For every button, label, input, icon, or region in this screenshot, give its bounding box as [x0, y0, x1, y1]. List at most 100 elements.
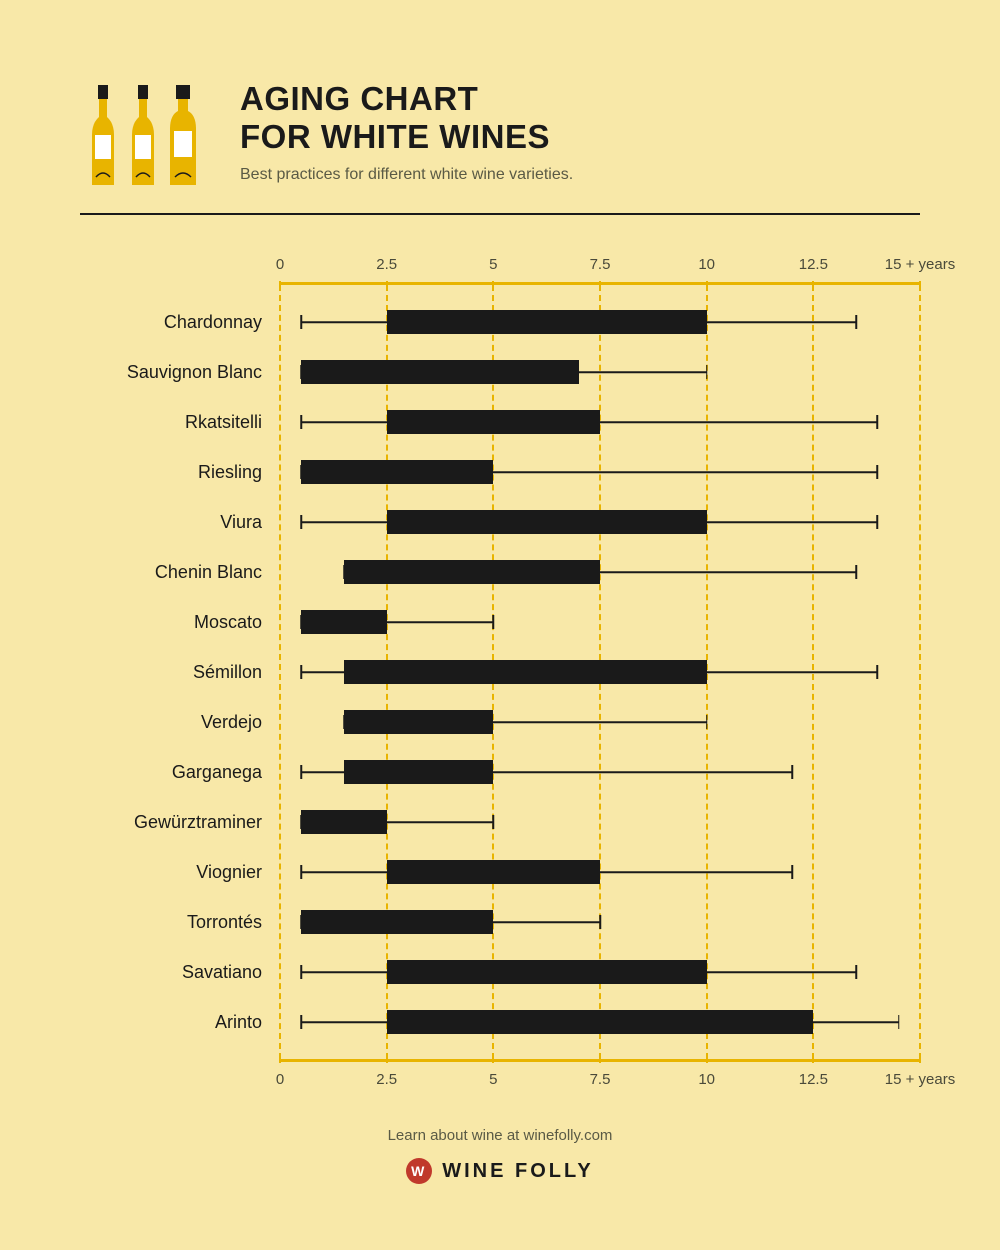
- axis-tick-label: 15 + years: [885, 1071, 955, 1088]
- axis-tick-label: 2.5: [376, 1071, 397, 1088]
- wine-label: Gewürztraminer: [80, 797, 280, 847]
- wine-label: Sémillon: [80, 647, 280, 697]
- title-block: AGING CHART FOR WHITE WINES Best practic…: [240, 80, 920, 184]
- axis-tick-label: 7.5: [590, 256, 611, 273]
- whisker-cap: [855, 565, 857, 579]
- footer: Learn about wine at winefolly.com W WINE…: [80, 1127, 920, 1184]
- whisker-cap: [877, 665, 879, 679]
- wine-row: [280, 347, 920, 397]
- header: AGING CHART FOR WHITE WINES Best practic…: [80, 80, 920, 195]
- chart-rows: [280, 285, 920, 1059]
- axis-tick-label: 10: [698, 1071, 715, 1088]
- wine-label: Rkatsitelli: [80, 397, 280, 447]
- aging-bar: [344, 560, 600, 584]
- aging-bar: [344, 710, 493, 734]
- aging-bar: [387, 960, 707, 984]
- page-title: AGING CHART FOR WHITE WINES: [240, 80, 920, 156]
- aging-bar: [301, 910, 493, 934]
- whisker-cap: [493, 615, 495, 629]
- axis-tick-label: 10: [698, 256, 715, 273]
- aging-bar: [387, 860, 600, 884]
- aging-bar: [301, 460, 493, 484]
- whisker-cap: [301, 515, 303, 529]
- wine-label: Torrontés: [80, 897, 280, 947]
- whisker-cap: [493, 815, 495, 829]
- whisker-cap: [791, 765, 793, 779]
- wine-bottles-icon: [80, 80, 210, 195]
- aging-bar: [301, 810, 386, 834]
- aging-bar: [387, 510, 707, 534]
- axis-tick-mark: [919, 1055, 921, 1063]
- wine-row: [280, 497, 920, 547]
- whisker-cap: [301, 415, 303, 429]
- aging-bar: [387, 310, 707, 334]
- whisker-cap: [706, 715, 708, 729]
- brand: W WINE FOLLY: [406, 1158, 593, 1184]
- page-root: AGING CHART FOR WHITE WINES Best practic…: [0, 0, 1000, 1250]
- axis-tick-label: 7.5: [590, 1071, 611, 1088]
- wine-row: [280, 797, 920, 847]
- axis-tick-label: 5: [489, 256, 497, 273]
- axis-tick-mark: [706, 1055, 708, 1063]
- wine-row: [280, 547, 920, 597]
- wine-row: [280, 447, 920, 497]
- wine-labels-column: ChardonnaySauvignon BlancRkatsitelliRies…: [80, 245, 280, 1099]
- wine-label: Garganega: [80, 747, 280, 797]
- whisker-cap: [877, 515, 879, 529]
- axis-tick-mark: [812, 1055, 814, 1063]
- axis-tick-label: 2.5: [376, 256, 397, 273]
- wine-row: [280, 297, 920, 347]
- wine-row: [280, 697, 920, 747]
- axis-tick-label: 0: [276, 1071, 284, 1088]
- axis-tick-mark: [599, 1055, 601, 1063]
- whisker-cap: [877, 415, 879, 429]
- wine-row: [280, 847, 920, 897]
- aging-bar: [344, 660, 707, 684]
- x-axis-bottom: 02.557.51012.515 + years: [280, 1059, 920, 1099]
- aging-bar: [301, 610, 386, 634]
- whisker-cap: [301, 315, 303, 329]
- aging-bar: [344, 760, 493, 784]
- brand-logo-icon: W: [406, 1158, 432, 1184]
- wine-label: Viognier: [80, 847, 280, 897]
- brand-name: WINE FOLLY: [442, 1160, 593, 1183]
- aging-bar: [387, 410, 600, 434]
- wine-row: [280, 597, 920, 647]
- wine-label: Viura: [80, 497, 280, 547]
- wine-row: [280, 897, 920, 947]
- wine-row: [280, 997, 920, 1047]
- whisker-cap: [301, 765, 303, 779]
- plot-area: 02.557.51012.515 + years 02.557.51012.51…: [280, 245, 920, 1099]
- wine-label: Riesling: [80, 447, 280, 497]
- wine-row: [280, 747, 920, 797]
- axis-tick-label: 15 + years: [885, 256, 955, 273]
- wine-row: [280, 947, 920, 997]
- wine-label: Chenin Blanc: [80, 547, 280, 597]
- header-rule: [80, 213, 920, 215]
- axis-tick-mark: [492, 1055, 494, 1063]
- whisker-cap: [301, 1015, 303, 1029]
- wine-row: [280, 397, 920, 447]
- aging-bar: [387, 1010, 814, 1034]
- whisker-cap: [599, 915, 601, 929]
- chart: ChardonnaySauvignon BlancRkatsitelliRies…: [80, 245, 920, 1099]
- aging-bar: [301, 360, 578, 384]
- whisker-cap: [706, 365, 708, 379]
- whisker-cap: [855, 315, 857, 329]
- axis-tick-label: 0: [276, 256, 284, 273]
- whisker-cap: [301, 965, 303, 979]
- x-axis-top: 02.557.51012.515 + years: [280, 245, 920, 285]
- footer-text: Learn about wine at winefolly.com: [80, 1127, 920, 1144]
- wine-label: Sauvignon Blanc: [80, 347, 280, 397]
- whisker-cap: [301, 865, 303, 879]
- wine-row: [280, 647, 920, 697]
- whisker-cap: [855, 965, 857, 979]
- page-subtitle: Best practices for different white wine …: [240, 166, 920, 184]
- wine-label: Verdejo: [80, 697, 280, 747]
- axis-tick-mark: [386, 1055, 388, 1063]
- whisker-cap: [301, 665, 303, 679]
- wine-label: Arinto: [80, 997, 280, 1047]
- whisker-cap: [898, 1015, 900, 1029]
- wine-label: Chardonnay: [80, 297, 280, 347]
- axis-tick-mark: [279, 1055, 281, 1063]
